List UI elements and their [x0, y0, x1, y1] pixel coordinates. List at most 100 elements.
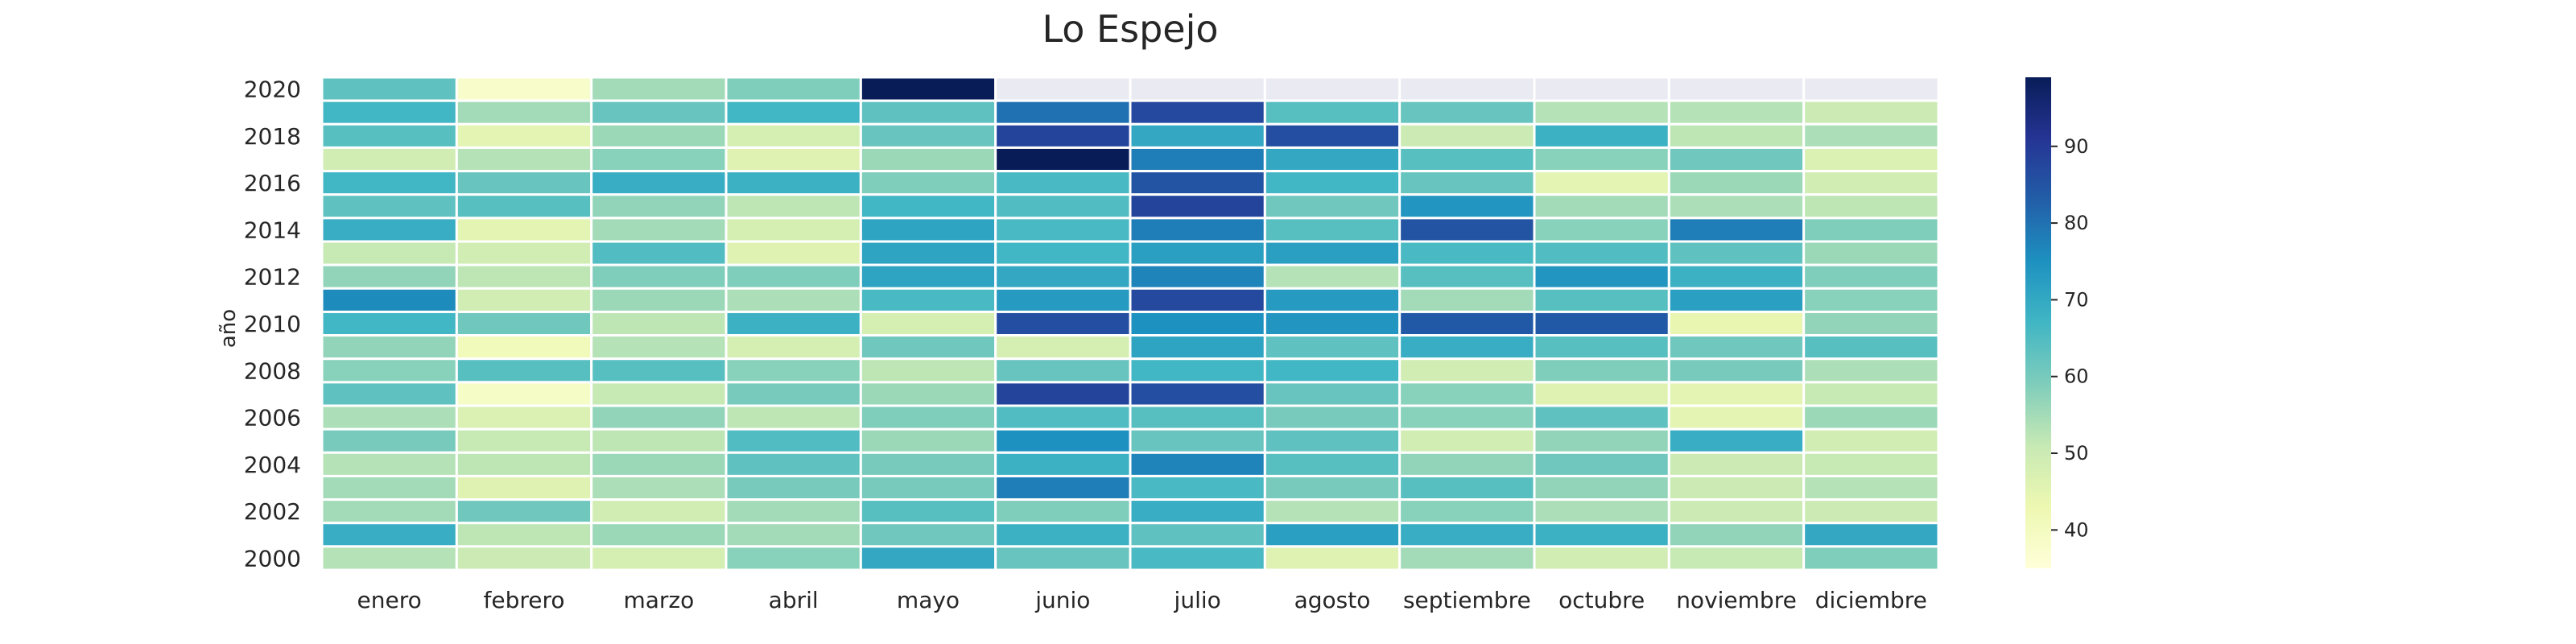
heatmap-cell [1129, 263, 1266, 290]
x-tick-labels: enero febrero marzo abril mayo junio julio agos… [357, 587, 1927, 613]
heatmap-cell [994, 217, 1132, 243]
heatmap-cell [320, 334, 458, 361]
y-tick-label: 2004 [244, 452, 301, 478]
heatmap-cell [724, 263, 862, 290]
heatmap-cell [1802, 310, 1940, 337]
heatmap-cell [590, 217, 728, 243]
heatmap-cell [1263, 474, 1402, 502]
heatmap-cell [1667, 427, 1806, 454]
y-tick-label: 2018 [244, 123, 301, 150]
heatmap-cell [724, 381, 862, 407]
heatmap-cell [994, 240, 1132, 266]
heatmap-cell [724, 357, 862, 384]
heatmap-cell [724, 451, 862, 477]
heatmap-cell [1533, 170, 1670, 196]
colorbar-tick-label: 70 [2064, 288, 2089, 311]
heatmap-cell [859, 474, 997, 502]
heatmap-cell [320, 76, 458, 102]
heatmap-cell [1533, 451, 1670, 477]
heatmap-cell [1263, 193, 1402, 220]
heatmap-cell [320, 287, 458, 313]
heatmap-cell [724, 99, 862, 126]
heatmap-cell [1263, 122, 1402, 149]
heatmap-cell [1129, 193, 1266, 220]
heatmap-cell [1533, 122, 1670, 149]
heatmap-cell [1802, 357, 1940, 384]
heatmap-cell [455, 451, 593, 477]
heatmap-cell [1398, 310, 1536, 337]
heatmap-cell [1398, 498, 1536, 525]
heatmap-cell [1263, 76, 1402, 102]
heatmap-cell [1263, 451, 1402, 477]
heatmap-cell [1263, 522, 1402, 548]
heatmap-cell [455, 498, 593, 525]
heatmap-cell [1802, 122, 1940, 149]
heatmap-cell [724, 146, 862, 173]
heatmap-cell [1802, 451, 1940, 477]
heatmap-cell [994, 122, 1132, 149]
heatmap-cell [1802, 240, 1940, 266]
heatmap-cell [1533, 357, 1670, 384]
heatmap-cell [724, 240, 862, 266]
heatmap-cell [320, 545, 458, 572]
heatmap-cell [1129, 217, 1266, 243]
heatmap-cell [590, 404, 728, 431]
y-tick-label: 2002 [244, 498, 301, 525]
heatmap-cell [590, 76, 728, 102]
heatmap-cell [590, 427, 728, 454]
heatmap-cell [1398, 170, 1536, 196]
x-tick-label: marzo [623, 587, 694, 613]
heatmap-cell [455, 427, 593, 454]
heatmap-cell [1667, 474, 1806, 502]
heatmap-cell [1398, 122, 1536, 149]
colorbar-gradient [2025, 77, 2051, 568]
heatmap-cell [590, 193, 728, 220]
heatmap-cell [1667, 334, 1806, 361]
heatmap-cell [724, 122, 862, 149]
heatmap-cell [455, 76, 593, 102]
heatmap-cell [1667, 381, 1806, 407]
heatmap-cell [1802, 474, 1940, 502]
heatmap-cell [859, 217, 997, 243]
heatmap-cell [859, 334, 997, 361]
heatmap-cell [994, 474, 1132, 502]
heatmap-cell [320, 122, 458, 149]
heatmap-cell [1263, 545, 1402, 572]
heatmap-cell [1533, 287, 1670, 313]
colorbar: 40 50 60 70 80 90 [2025, 77, 2089, 568]
heatmap-cell [859, 427, 997, 454]
heatmap-cell [1802, 170, 1940, 196]
heatmap-cell [724, 217, 862, 243]
colorbar-tick-label: 60 [2064, 365, 2089, 388]
heatmap-cell [455, 522, 593, 548]
heatmap-cell [994, 427, 1132, 454]
heatmap-cell [859, 357, 997, 384]
x-tick-label: mayo [897, 587, 960, 613]
heatmap-cell [1667, 310, 1806, 337]
heatmap-cell [320, 357, 458, 384]
heatmap-cell [994, 99, 1132, 126]
heatmap-cell [994, 545, 1132, 572]
heatmap-cell [1802, 193, 1940, 220]
heatmap-cell [455, 263, 593, 290]
heatmap-cell [1398, 404, 1536, 431]
heatmap-cell [1398, 263, 1536, 290]
heatmap-cell [1667, 451, 1806, 477]
heatmap-cell [455, 334, 593, 361]
heatmap-cell [1129, 381, 1266, 407]
heatmap-cell [1802, 381, 1940, 407]
heatmap-cell [859, 310, 997, 337]
heatmap-cell [320, 99, 458, 126]
heatmap-cell [1533, 404, 1670, 431]
heatmap-cell [1802, 334, 1940, 361]
heatmap-cell [859, 287, 997, 313]
heatmap-cell [1667, 522, 1806, 548]
y-tick-label: 2012 [244, 264, 301, 291]
heatmap-cell [859, 451, 997, 477]
heatmap-cell [590, 381, 728, 407]
heatmap-cell [1802, 498, 1940, 525]
heatmap-cell [320, 310, 458, 337]
y-axis-label: año [217, 309, 241, 348]
heatmap-cell [1263, 217, 1402, 243]
